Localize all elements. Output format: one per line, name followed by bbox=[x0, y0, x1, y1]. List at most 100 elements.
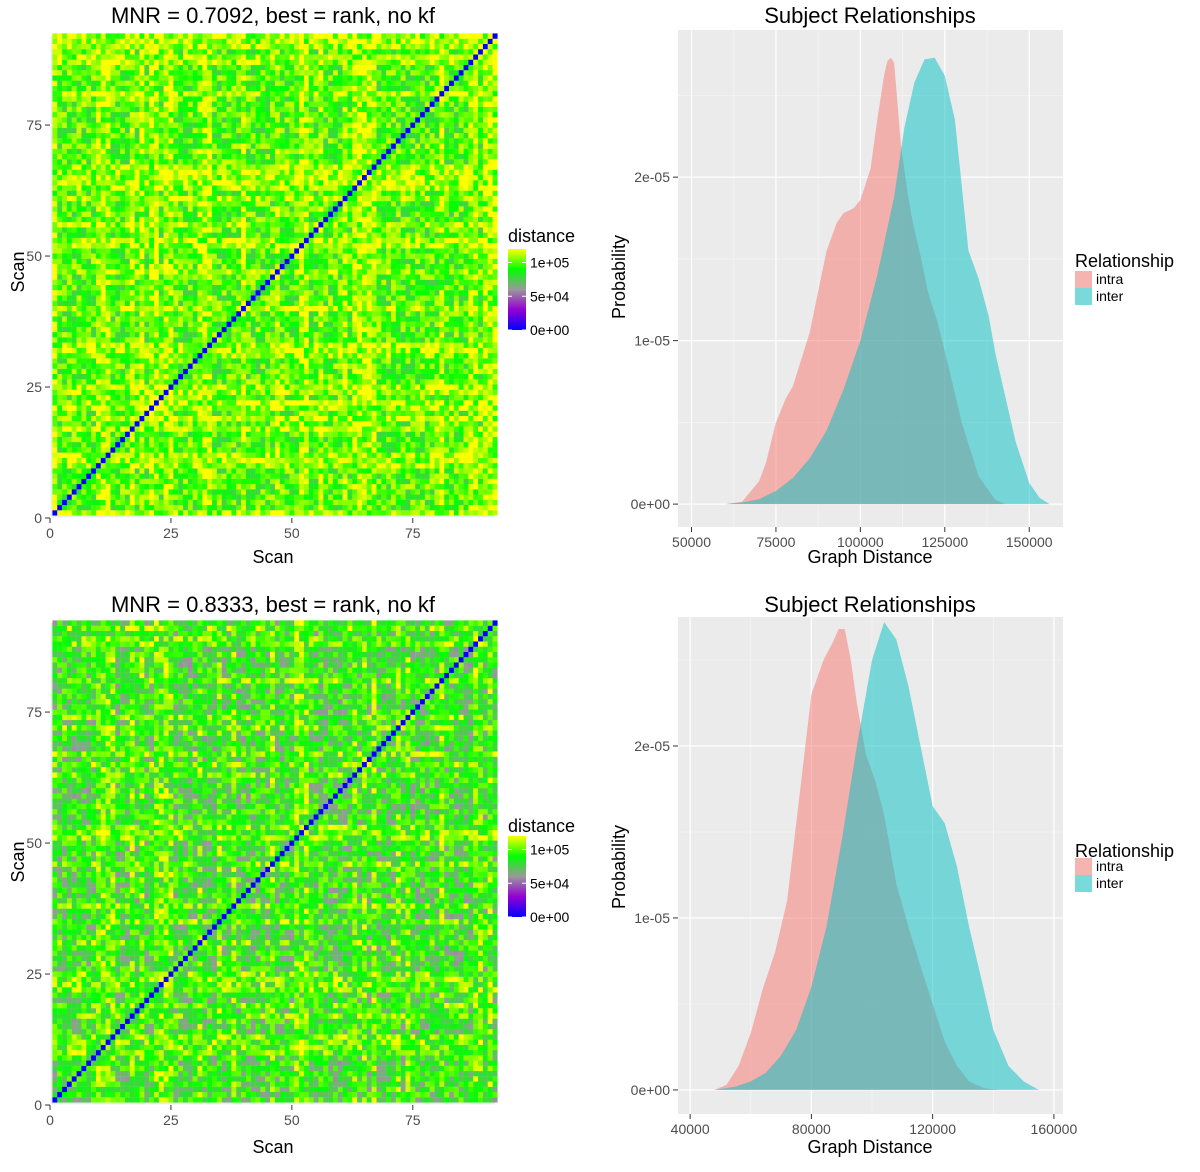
heatmap-cell bbox=[169, 322, 174, 327]
heatmap-cell bbox=[207, 379, 212, 384]
heatmap-cell bbox=[241, 54, 246, 59]
heatmap-cell bbox=[130, 453, 135, 458]
heatmap-cell bbox=[62, 353, 67, 358]
heatmap-cell bbox=[314, 432, 319, 437]
heatmap-cell bbox=[149, 426, 154, 431]
heatmap-cell bbox=[236, 107, 241, 112]
heatmap-cell bbox=[164, 44, 169, 49]
heatmap-cell bbox=[67, 295, 72, 300]
heatmap-cell bbox=[202, 122, 207, 127]
heatmap-cell bbox=[231, 337, 236, 342]
heatmap-cell bbox=[149, 39, 154, 44]
heatmap-cell bbox=[275, 369, 280, 374]
heatmap-cell bbox=[130, 447, 135, 452]
heatmap-cell bbox=[193, 426, 198, 431]
heatmap-cell bbox=[299, 180, 304, 185]
heatmap-cell bbox=[110, 348, 115, 353]
heatmap-cell bbox=[193, 70, 198, 75]
heatmap-cell bbox=[135, 253, 140, 258]
heatmap-cell bbox=[270, 332, 275, 337]
heatmap-cell bbox=[188, 358, 193, 363]
heatmap-cell bbox=[67, 96, 72, 101]
heatmap-cell bbox=[222, 86, 227, 91]
heatmap-cell bbox=[57, 274, 62, 279]
heatmap-cell bbox=[241, 217, 246, 222]
heatmap-cell bbox=[120, 138, 125, 143]
heatmap-cell bbox=[207, 75, 212, 80]
heatmap-cell bbox=[212, 107, 217, 112]
heatmap-cell bbox=[144, 170, 149, 175]
heatmap-cell bbox=[289, 280, 294, 285]
heatmap-cell bbox=[159, 416, 164, 421]
heatmap-cell bbox=[236, 75, 241, 80]
heatmap-cell bbox=[178, 447, 183, 452]
heatmap-cell bbox=[159, 75, 164, 80]
heatmap-cell bbox=[67, 185, 72, 190]
heatmap-cell bbox=[260, 164, 265, 169]
heatmap-cell bbox=[289, 306, 294, 311]
heatmap-cell bbox=[67, 243, 72, 248]
heatmap-cell bbox=[72, 447, 77, 452]
heatmap-cell bbox=[72, 453, 77, 458]
heatmap-cell bbox=[265, 510, 270, 515]
heatmap-cell bbox=[62, 164, 67, 169]
heatmap-cell bbox=[251, 259, 256, 264]
heatmap-cell bbox=[304, 259, 309, 264]
heatmap-cell bbox=[154, 33, 159, 38]
heatmap-cell bbox=[77, 363, 82, 368]
heatmap-cell bbox=[173, 306, 178, 311]
heatmap-cell bbox=[256, 86, 261, 91]
heatmap-cell bbox=[236, 426, 241, 431]
heatmap-cell bbox=[294, 437, 299, 442]
heatmap-cell bbox=[110, 232, 115, 237]
heatmap-cell bbox=[270, 390, 275, 395]
heatmap-cell bbox=[294, 405, 299, 410]
heatmap-cell bbox=[135, 274, 140, 279]
heatmap-cell bbox=[217, 217, 222, 222]
heatmap-cell bbox=[231, 175, 236, 180]
heatmap-cell bbox=[101, 143, 106, 148]
heatmap-cell bbox=[289, 494, 294, 499]
heatmap-cell bbox=[62, 327, 67, 332]
heatmap-cell bbox=[106, 421, 111, 426]
heatmap-cell bbox=[188, 253, 193, 258]
heatmap-cell bbox=[285, 479, 290, 484]
heatmap-cell bbox=[207, 232, 212, 237]
heatmap-cell bbox=[275, 500, 280, 505]
heatmap-cell bbox=[91, 484, 96, 489]
heatmap-cell bbox=[125, 426, 130, 431]
heatmap-cell bbox=[207, 442, 212, 447]
heatmap-cell bbox=[125, 75, 130, 80]
heatmap-cell bbox=[246, 201, 251, 206]
heatmap-cell bbox=[96, 353, 101, 358]
heatmap-cell bbox=[125, 101, 130, 106]
heatmap-cell bbox=[72, 274, 77, 279]
heatmap-cell bbox=[285, 384, 290, 389]
heatmap-cell bbox=[280, 463, 285, 468]
heatmap-cell bbox=[86, 447, 91, 452]
heatmap-cell bbox=[212, 437, 217, 442]
heatmap-cell bbox=[309, 117, 314, 122]
heatmap-cell bbox=[193, 505, 198, 510]
heatmap-cell bbox=[217, 86, 222, 91]
heatmap-cell bbox=[115, 253, 120, 258]
heatmap-cell bbox=[289, 484, 294, 489]
heatmap-cell bbox=[173, 421, 178, 426]
heatmap-cell bbox=[96, 238, 101, 243]
heatmap-cell bbox=[130, 33, 135, 38]
heatmap-cell bbox=[275, 54, 280, 59]
heatmap-cell bbox=[294, 149, 299, 154]
heatmap-cell bbox=[265, 44, 270, 49]
heatmap-cell bbox=[207, 217, 212, 222]
heatmap-cell bbox=[304, 363, 309, 368]
heatmap-cell bbox=[212, 44, 217, 49]
heatmap-cell bbox=[198, 39, 203, 44]
heatmap-cell bbox=[178, 510, 183, 515]
heatmap-cell bbox=[251, 384, 256, 389]
heatmap-cell bbox=[159, 39, 164, 44]
heatmap-cell bbox=[227, 122, 232, 127]
heatmap-cell bbox=[159, 49, 164, 54]
heatmap-cell bbox=[207, 416, 212, 421]
heatmap-cell bbox=[198, 290, 203, 295]
heatmap-cell bbox=[57, 295, 62, 300]
